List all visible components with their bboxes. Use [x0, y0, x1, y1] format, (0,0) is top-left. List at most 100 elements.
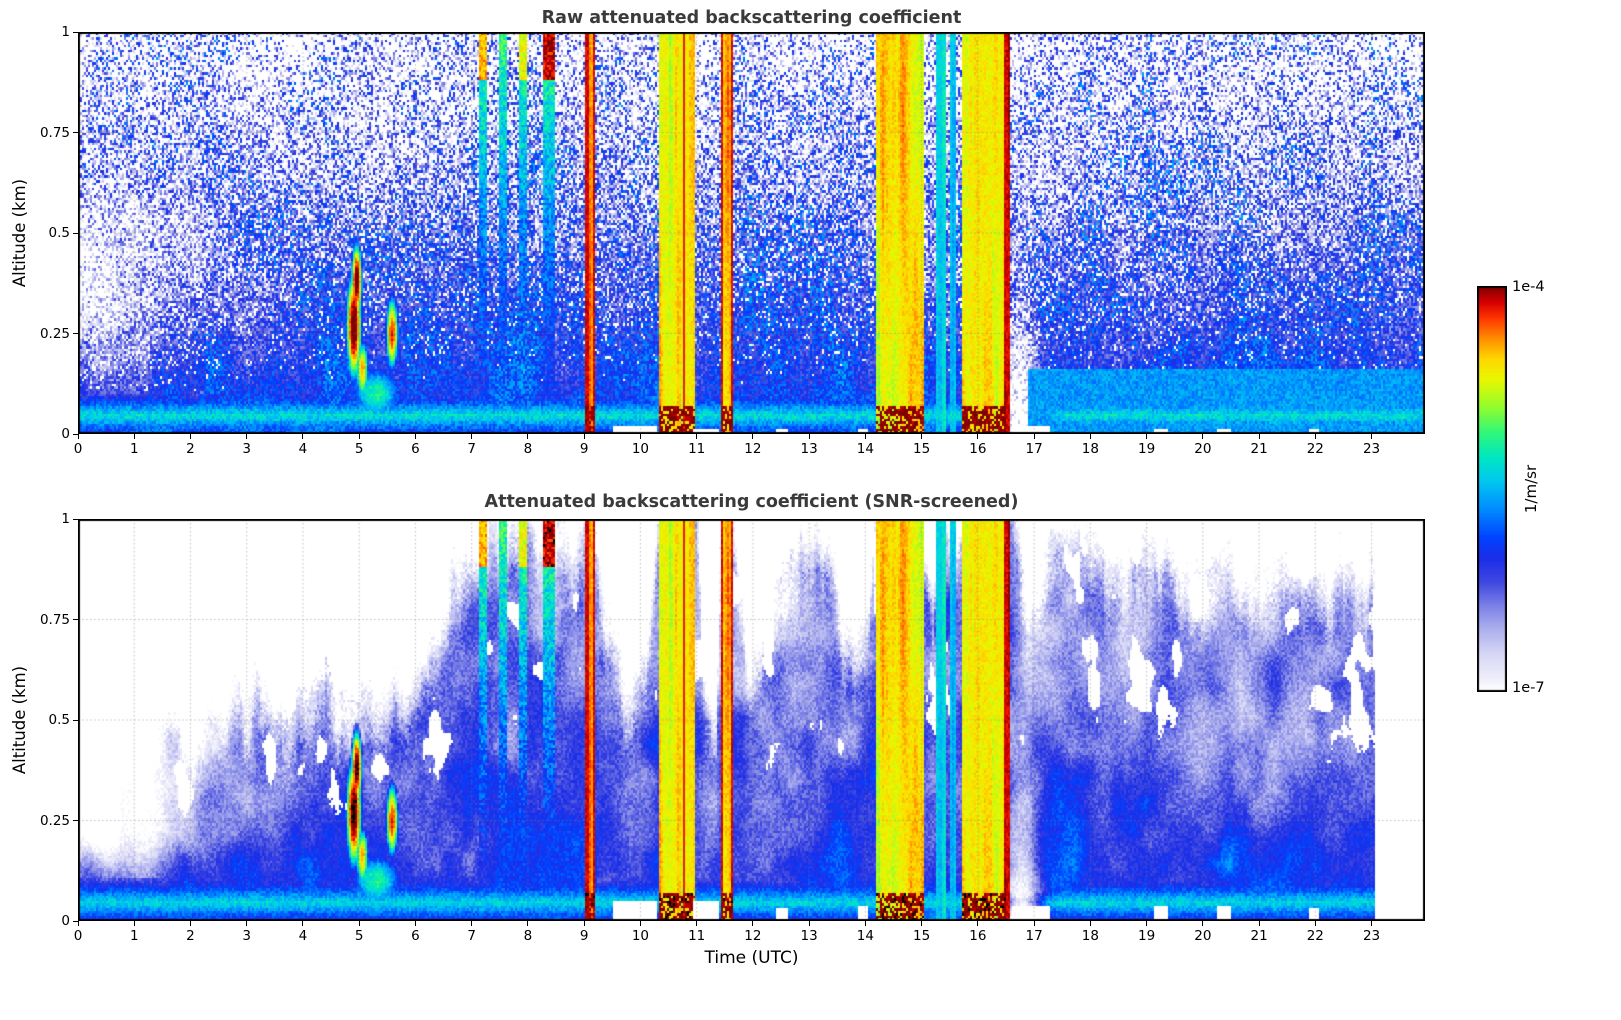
x-tick-mark	[1089, 434, 1091, 439]
colorbar-canvas	[1477, 286, 1507, 692]
y-tick-mark	[73, 820, 78, 821]
x-tick-label: 19	[1138, 441, 1156, 457]
x-tick-label: 3	[242, 441, 252, 457]
x-tick-mark	[246, 921, 248, 926]
x-tick-mark	[696, 434, 698, 439]
x-tick-label: 19	[1138, 928, 1156, 944]
x-tick-label: 2	[186, 441, 195, 457]
y-tick-mark	[73, 31, 78, 33]
x-tick-mark	[1314, 434, 1316, 439]
x-tick-label: 8	[523, 928, 533, 944]
screened-heatmap-canvas	[78, 519, 1425, 921]
x-tick-mark	[808, 434, 810, 439]
x-tick-label: 22	[1306, 441, 1324, 457]
x-tick-mark	[302, 434, 304, 439]
panel-title-raw: Raw attenuated backscattering coefficien…	[541, 8, 962, 28]
x-tick-mark	[133, 921, 135, 926]
x-tick-mark	[1033, 921, 1035, 926]
x-tick-mark	[358, 921, 360, 926]
x-tick-mark	[1146, 434, 1148, 439]
x-tick-label: 6	[411, 441, 420, 457]
x-tick-mark	[1202, 434, 1204, 439]
x-tick-label: 12	[744, 441, 762, 457]
x-tick-label: 18	[1081, 441, 1099, 457]
x-tick-mark	[808, 921, 810, 926]
x-tick-label: 23	[1362, 928, 1381, 944]
y-tick-mark	[73, 920, 78, 922]
x-tick-label: 16	[969, 441, 987, 457]
y-tick-mark	[73, 433, 78, 435]
y-tick-mark	[73, 132, 78, 133]
x-tick-label: 12	[744, 928, 762, 944]
x-tick-label: 21	[1250, 928, 1268, 944]
x-tick-label: 4	[298, 928, 308, 944]
x-tick-mark	[583, 434, 585, 439]
x-tick-mark	[1371, 434, 1373, 439]
y-tick-label: 1	[61, 511, 70, 527]
x-tick-label: 14	[856, 928, 874, 944]
x-tick-label: 20	[1194, 441, 1212, 457]
x-tick-mark	[977, 434, 979, 439]
x-tick-label: 15	[913, 441, 931, 457]
x-tick-mark	[864, 921, 866, 926]
x-tick-label: 10	[631, 928, 649, 944]
x-tick-label: 15	[913, 928, 931, 944]
y-tick-label: 0.75	[39, 611, 70, 628]
x-tick-label: 1	[129, 928, 139, 944]
panel-title-screened: Attenuated backscattering coefficient (S…	[484, 492, 1019, 512]
x-tick-label: 7	[467, 441, 476, 457]
y-tick-label: 0	[61, 913, 70, 929]
y-tick-label: 0.5	[48, 225, 70, 241]
x-tick-mark	[246, 434, 248, 439]
x-tick-mark	[471, 921, 473, 926]
x-tick-mark	[133, 434, 135, 439]
x-tick-label: 6	[411, 928, 420, 944]
x-tick-mark	[471, 434, 473, 439]
y-tick-mark	[73, 619, 78, 620]
x-tick-label: 10	[631, 441, 649, 457]
x-tick-mark	[1089, 921, 1091, 926]
x-tick-mark	[1258, 921, 1260, 926]
x-tick-mark	[1202, 921, 1204, 926]
x-tick-mark	[1146, 921, 1148, 926]
x-tick-mark	[527, 921, 529, 926]
y-tick-mark	[73, 518, 78, 520]
x-tick-mark	[77, 434, 79, 439]
y-tick-label: 0.25	[39, 325, 70, 342]
x-tick-mark	[1371, 921, 1373, 926]
x-tick-label: 1	[129, 441, 139, 457]
y-tick-mark	[73, 333, 78, 334]
y-tick-label: 0	[61, 426, 70, 442]
x-tick-mark	[189, 921, 191, 926]
x-tick-label: 18	[1081, 928, 1099, 944]
x-tick-label: 13	[800, 441, 818, 457]
x-tick-label: 22	[1306, 928, 1324, 944]
colorbar-unit-label: 1/m/sr	[1522, 464, 1540, 514]
x-tick-mark	[302, 921, 304, 926]
x-tick-mark	[639, 921, 641, 926]
x-tick-label: 3	[242, 928, 252, 944]
x-tick-mark	[864, 434, 866, 439]
x-tick-label: 11	[688, 928, 706, 944]
x-tick-label: 11	[688, 441, 706, 457]
x-tick-label: 23	[1362, 441, 1381, 457]
x-tick-mark	[1258, 434, 1260, 439]
x-tick-label: 9	[579, 928, 589, 944]
x-tick-label: 2	[186, 928, 195, 944]
x-tick-label: 0	[73, 441, 83, 457]
x-tick-label: 21	[1250, 441, 1268, 457]
x-tick-label: 5	[354, 928, 364, 944]
x-tick-mark	[752, 434, 754, 439]
x-tick-mark	[189, 434, 191, 439]
x-tick-label: 14	[856, 441, 874, 457]
x-tick-label: 9	[579, 441, 589, 457]
x-tick-mark	[77, 921, 79, 926]
x-tick-label: 0	[73, 928, 83, 944]
x-tick-mark	[414, 434, 416, 439]
x-tick-label: 17	[1025, 441, 1043, 457]
x-tick-mark	[583, 921, 585, 926]
x-tick-label: 17	[1025, 928, 1043, 944]
x-tick-mark	[414, 921, 416, 926]
x-tick-label: 8	[523, 441, 533, 457]
